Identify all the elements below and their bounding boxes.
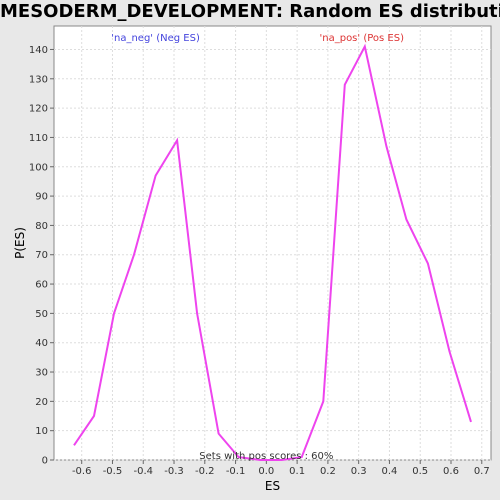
x-tick-label: -0.4 xyxy=(133,466,153,477)
annotation-label: Sets with pos scores : 60% xyxy=(199,451,333,462)
x-tick-label: 0.3 xyxy=(351,466,367,477)
y-tick-label: 30 xyxy=(35,368,48,379)
y-tick-label: 100 xyxy=(29,162,48,173)
y-tick-label: 90 xyxy=(35,192,48,203)
annotations: 'na_neg' (Neg ES) 'na_pos' (Pos ES) Sets w… xyxy=(111,33,404,462)
plot-area xyxy=(53,25,492,461)
y-tick-label: 0 xyxy=(42,456,48,467)
y-tick-label: 130 xyxy=(29,74,48,85)
x-tick-label: 0.7 xyxy=(474,466,490,477)
x-tick-label: -0.3 xyxy=(164,466,184,477)
annotation-label: 'na_pos' (Pos ES) xyxy=(320,33,405,44)
x-tick-label: -0.1 xyxy=(226,466,246,477)
x-tick-label: 0.2 xyxy=(320,466,336,477)
x-axis-ticks: -0.6 -0.5 -0.4 -0.3 -0.2 -0.1 0.0 0.1 0.2 0.3 0.4 0… xyxy=(72,460,490,477)
x-axis-title: ES xyxy=(265,479,280,493)
annotation-label: 'na_neg' (Neg ES) xyxy=(111,33,200,44)
x-tick-label: 0.1 xyxy=(289,466,305,477)
y-tick-label: 60 xyxy=(35,280,48,291)
grid-lines xyxy=(54,26,491,461)
x-tick-label: -0.5 xyxy=(103,466,123,477)
x-tick-label: 0.6 xyxy=(443,466,459,477)
y-tick-label: 70 xyxy=(35,250,48,261)
chart-title: MESODERM_DEVELOPMENT: Random ES distribu… xyxy=(0,1,500,22)
x-tick-label: 0.5 xyxy=(412,466,428,477)
y-tick-label: 140 xyxy=(29,45,48,56)
y-axis-ticks: 0 10 20 30 40 50 60 70 80 90 100 110 120 130 140 xyxy=(29,45,54,467)
y-tick-label: 50 xyxy=(35,309,48,320)
y-axis-title: P(ES) xyxy=(13,227,27,259)
series-layer xyxy=(73,43,472,461)
x-tick-label: -0.6 xyxy=(72,466,92,477)
y-tick-label: 10 xyxy=(35,426,48,437)
y-tick-label: 120 xyxy=(29,104,48,115)
y-tick-label: 20 xyxy=(35,397,48,408)
x-tick-label: -0.2 xyxy=(195,466,215,477)
y-tick-label: 40 xyxy=(35,338,48,349)
x-tick-label: 0.0 xyxy=(258,466,274,477)
y-tick-label: 80 xyxy=(35,221,48,232)
x-tick-label: 0.4 xyxy=(381,466,397,477)
series-line xyxy=(73,43,472,461)
y-tick-label: 110 xyxy=(29,133,48,144)
